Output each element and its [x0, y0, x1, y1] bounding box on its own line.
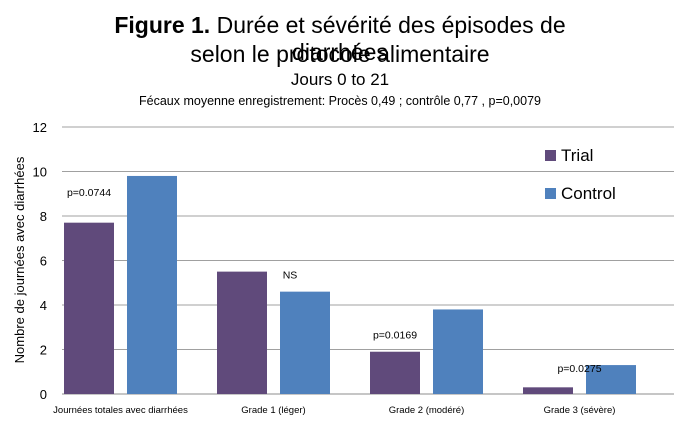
chart-title-line-2: selon le protocole alimentaire: [190, 41, 490, 67]
y-tick-label: 0: [40, 387, 47, 402]
category-labels: Journées totales avec diarrhées Grade 1 (…: [53, 405, 615, 416]
p-value-annotation: p=0.0169: [373, 329, 417, 341]
p-value-annotation: p=0.0275: [557, 363, 601, 375]
bar-control-1: [280, 291, 330, 394]
bar-trial-3: [523, 387, 573, 394]
p-value-annotation: p=0.0744: [67, 187, 111, 199]
x-category-label: Grade 1 (léger): [241, 405, 305, 416]
legend-swatch-trial: [545, 150, 556, 161]
chart-subtitle: Jours 0 to 21: [290, 70, 390, 89]
chart-title-bold: Figure 1.: [114, 12, 211, 38]
y-axis-label: Nombre de journées avec diarrhées: [12, 156, 27, 363]
y-axis-ticks: 0 2 4 6 8 10 12: [33, 120, 47, 402]
y-tick-label: 4: [40, 298, 47, 313]
chart-title-line-1: Figure 1. Durée et sévérité des épisodes…: [80, 12, 600, 66]
chart-title-text: Durée et sévérité des épisodes de diarrh…: [216, 12, 566, 65]
y-tick-label: 10: [33, 165, 47, 180]
bar-trial-1: [217, 271, 267, 394]
x-category-label: Grade 3 (sévère): [544, 405, 616, 416]
bar-control-2: [433, 309, 483, 394]
y-tick-label: 2: [40, 343, 47, 358]
bars: [64, 175, 636, 394]
legend-label-control: Control: [561, 184, 616, 203]
y-tick-label: 12: [33, 120, 47, 135]
legend-swatch-control: [545, 188, 556, 199]
bar-trial-2: [370, 351, 420, 394]
y-tick-label: 6: [40, 254, 47, 269]
legend-label-trial: Trial: [561, 146, 593, 165]
y-tick-label: 8: [40, 209, 47, 224]
x-category-label: Journées totales avec diarrhées: [53, 405, 188, 416]
bar-trial-0: [64, 222, 114, 394]
p-value-annotation: NS: [283, 269, 298, 281]
chart-caption: Fécaux moyenne enregistrement: Procès 0,…: [139, 94, 541, 108]
bar-control-3: [586, 365, 636, 394]
legend: Trial Control: [545, 146, 616, 203]
annotations: p=0.0744 NS p=0.0169 p=0.0275: [67, 187, 602, 375]
x-category-label: Grade 2 (modéré): [389, 405, 465, 416]
bar-control-0: [127, 175, 177, 394]
